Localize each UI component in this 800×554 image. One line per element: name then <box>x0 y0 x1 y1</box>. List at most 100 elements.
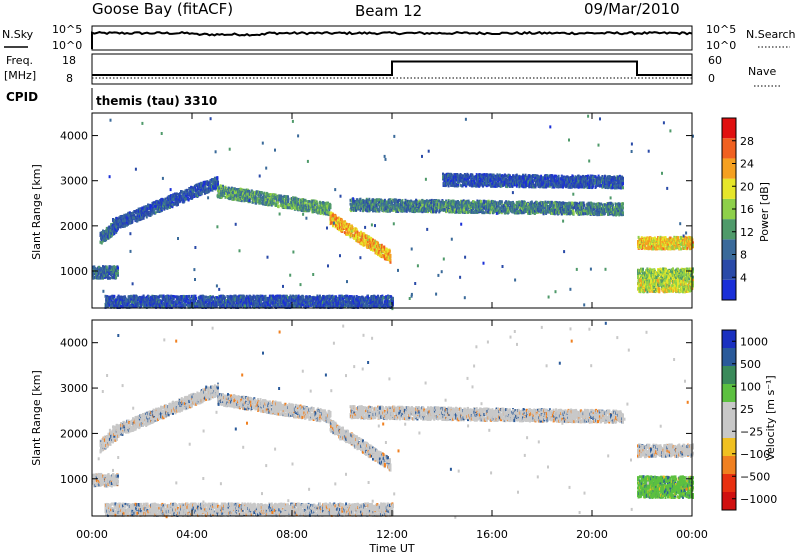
data-cell <box>232 191 235 195</box>
data-cell <box>354 231 357 235</box>
data-cell <box>307 204 310 208</box>
data-cell <box>231 197 234 201</box>
data-cell <box>158 199 161 203</box>
noise-sky-series <box>91 30 693 49</box>
data-cell <box>375 242 378 246</box>
data-cell <box>337 218 339 222</box>
data-cell <box>346 225 349 229</box>
data-cell <box>140 216 143 220</box>
noise-search-label: N.Search <box>746 28 796 41</box>
data-cell <box>117 227 119 231</box>
data-cell <box>591 202 594 206</box>
data-cell <box>287 197 290 201</box>
date-title: 09/Mar/2010 <box>584 0 680 18</box>
data-cell <box>153 201 156 205</box>
data-cell <box>228 187 231 191</box>
data-cell <box>355 234 358 238</box>
data-cell <box>480 199 483 203</box>
data-cell <box>316 206 319 210</box>
data-cell <box>287 201 289 205</box>
data-cell <box>135 211 138 215</box>
data-cell <box>254 194 257 198</box>
data-cell <box>146 209 149 213</box>
data-cell <box>110 231 113 235</box>
data-cell <box>131 217 134 221</box>
data-cell <box>175 197 178 201</box>
data-cell <box>332 214 335 218</box>
data-cell <box>149 203 152 207</box>
data-cell <box>142 208 144 212</box>
data-cell <box>348 223 351 226</box>
data-cell <box>99 234 102 237</box>
data-cell <box>191 196 194 200</box>
data-cell <box>214 186 217 190</box>
data-cell <box>241 188 244 192</box>
data-cell <box>273 199 276 203</box>
data-cell <box>383 254 386 258</box>
data-cell <box>211 188 214 192</box>
data-cell <box>178 198 181 202</box>
data-cell <box>115 216 118 220</box>
data-cell <box>296 200 299 204</box>
data-cell <box>314 206 317 210</box>
data-cell <box>312 202 314 206</box>
data-cell <box>358 238 361 241</box>
data-cell <box>257 193 260 196</box>
data-cell <box>191 187 194 191</box>
data-cell <box>253 196 256 200</box>
data-cell <box>383 245 386 249</box>
data-cell <box>177 202 179 206</box>
data-cell <box>108 235 111 239</box>
data-cell <box>224 185 227 189</box>
data-cell <box>218 187 221 191</box>
noise-right-tick-bottom: 10^0 <box>706 39 736 52</box>
data-cell <box>341 223 344 227</box>
data-cell <box>378 251 381 255</box>
data-cell <box>313 203 316 207</box>
data-cell <box>282 197 284 201</box>
data-cell <box>197 185 199 189</box>
data-cell <box>248 194 251 198</box>
data-cell <box>572 211 575 215</box>
data-cell <box>103 230 106 233</box>
data-cell <box>295 197 298 201</box>
freq-left-tick-bottom: 8 <box>66 72 73 85</box>
data-cell <box>380 246 383 250</box>
data-cell <box>275 203 278 207</box>
data-cell <box>142 216 145 220</box>
data-cell <box>330 221 333 225</box>
data-cell <box>300 209 303 212</box>
data-cell <box>107 236 110 240</box>
data-cell <box>102 233 104 237</box>
data-cell <box>147 210 150 214</box>
data-cell <box>360 233 363 236</box>
data-cell <box>318 206 321 210</box>
data-cell <box>139 217 142 221</box>
noise-panel: N.Sky 10^5 10^0 10^5 10^0 N.Search <box>2 23 796 52</box>
data-cell <box>192 186 195 190</box>
data-cell <box>166 206 169 210</box>
data-cell <box>267 193 270 197</box>
data-cell <box>366 207 369 211</box>
data-cell <box>133 210 136 213</box>
data-cell <box>270 203 273 207</box>
data-cell <box>378 249 381 253</box>
noise-sky-label: N.Sky <box>2 28 34 41</box>
data-cell <box>145 215 148 219</box>
data-cell <box>366 243 369 247</box>
data-cell <box>197 194 199 198</box>
data-cell <box>219 191 222 195</box>
data-cell <box>327 201 329 205</box>
data-cell <box>348 233 351 237</box>
data-cell <box>278 197 281 201</box>
data-cell <box>209 179 212 183</box>
data-cell <box>370 237 373 241</box>
data-cell <box>321 204 324 208</box>
data-cell <box>160 208 163 212</box>
data-cell <box>285 203 288 207</box>
data-cell <box>322 205 325 209</box>
data-cell <box>151 209 154 213</box>
data-cell <box>200 190 203 194</box>
data-cell <box>252 196 254 200</box>
data-cell <box>252 200 254 204</box>
